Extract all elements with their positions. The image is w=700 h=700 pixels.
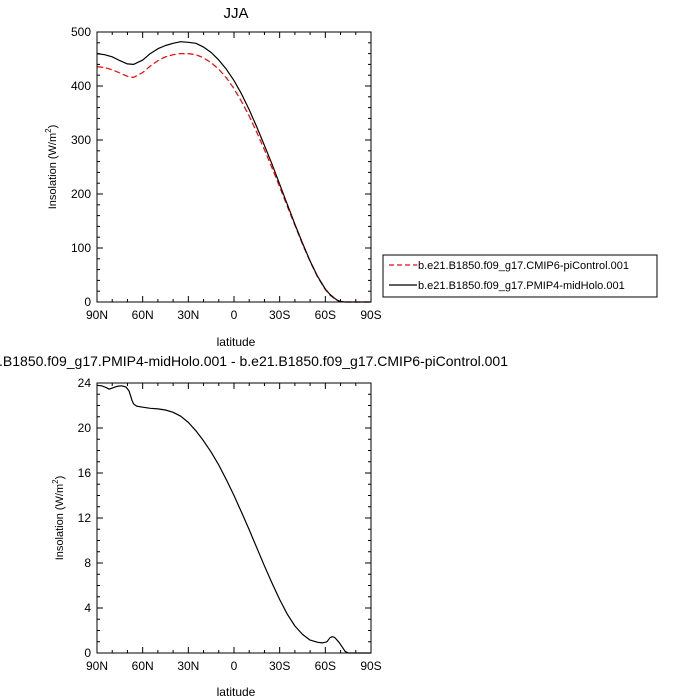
x-tick-label: 60N <box>132 659 154 673</box>
y-axis-label-end: ) <box>47 125 59 129</box>
x-tick-label: 0 <box>231 308 238 322</box>
y-tick-label: 20 <box>78 421 92 435</box>
x-axis-label: latitude <box>217 685 256 699</box>
x-tick-label: 90N <box>86 308 108 322</box>
series-line-2 <box>96 41 371 303</box>
legend: b.e21.B1850.f09_g17.CMIP6-piControl.001 … <box>382 254 658 298</box>
y-tick-label: 8 <box>84 556 91 570</box>
y-axis-label-sup: 2 <box>44 128 53 133</box>
y-tick-label: 24 <box>78 376 92 390</box>
y-tick-label: 200 <box>71 187 91 201</box>
y-tick-label: 0 <box>84 295 91 309</box>
x-tick-label: 90N <box>86 659 108 673</box>
legend-box <box>382 254 658 298</box>
y-tick-label: 12 <box>78 511 92 525</box>
y-tick-label: 400 <box>71 79 91 93</box>
chart-title: JJA <box>223 5 248 22</box>
plot-frame <box>96 31 372 303</box>
axis-ticks: 90N 60N 30N 0 30S 60S 90S 0 100 200 300 400 500 <box>71 25 382 322</box>
x-tick-label: 0 <box>231 659 238 673</box>
y-tick-label: 0 <box>84 646 91 660</box>
y-axis-label: Insolation (W/m2) <box>44 125 59 210</box>
y-axis-label-base: Insolation (W/m <box>54 484 66 560</box>
y-tick-label: 500 <box>71 25 91 39</box>
chart-title: b.e21.B1850.f09_g17.PMIP4-midHolo.001 - … <box>0 353 508 369</box>
x-tick-label: 60N <box>132 308 154 322</box>
y-tick-label: 4 <box>84 601 91 615</box>
y-axis-label-base: Insolation (W/m <box>47 133 59 209</box>
series-group <box>96 41 371 303</box>
y-axis-label-sup: 2 <box>51 479 60 484</box>
x-tick-label: 30N <box>177 308 199 322</box>
series-line-1 <box>96 384 371 654</box>
y-tick-label: 16 <box>78 466 92 480</box>
x-tick-label: 60S <box>315 659 336 673</box>
x-tick-label: 30S <box>269 659 290 673</box>
x-axis-label: latitude <box>217 335 256 349</box>
plot-frame <box>96 382 372 654</box>
x-tick-label: 90S <box>360 659 381 673</box>
y-axis-label-end: ) <box>54 476 66 480</box>
legend-label-picontrol: b.e21.B1850.f09_g17.CMIP6-piControl.001 <box>418 260 629 272</box>
panel-difference: b.e21.B1850.f09_g17.PMIP4-midHolo.001 - … <box>0 353 508 699</box>
x-tick-label: 60S <box>315 308 336 322</box>
panel-jja: JJA 90N 60N 30N 0 30S 60S 90S0100200300400500 … <box>44 5 658 349</box>
y-tick-label: 100 <box>71 241 91 255</box>
series-group <box>96 384 371 654</box>
x-tick-label: 30N <box>177 659 199 673</box>
y-axis-label: Insolation (W/m2) <box>51 476 66 561</box>
axis-ticks: 90N 60N 30N 0 30S 60S 90S 0 4 8 12 16 20 24 <box>78 376 382 673</box>
y-tick-label: 300 <box>71 133 91 147</box>
x-tick-label: 30S <box>269 308 290 322</box>
legend-label-midholo: b.e21.B1850.f09_g17.PMIP4-midHolo.001 <box>418 280 625 292</box>
series-line-1 <box>96 52 371 303</box>
x-tick-label: 90S <box>360 308 381 322</box>
